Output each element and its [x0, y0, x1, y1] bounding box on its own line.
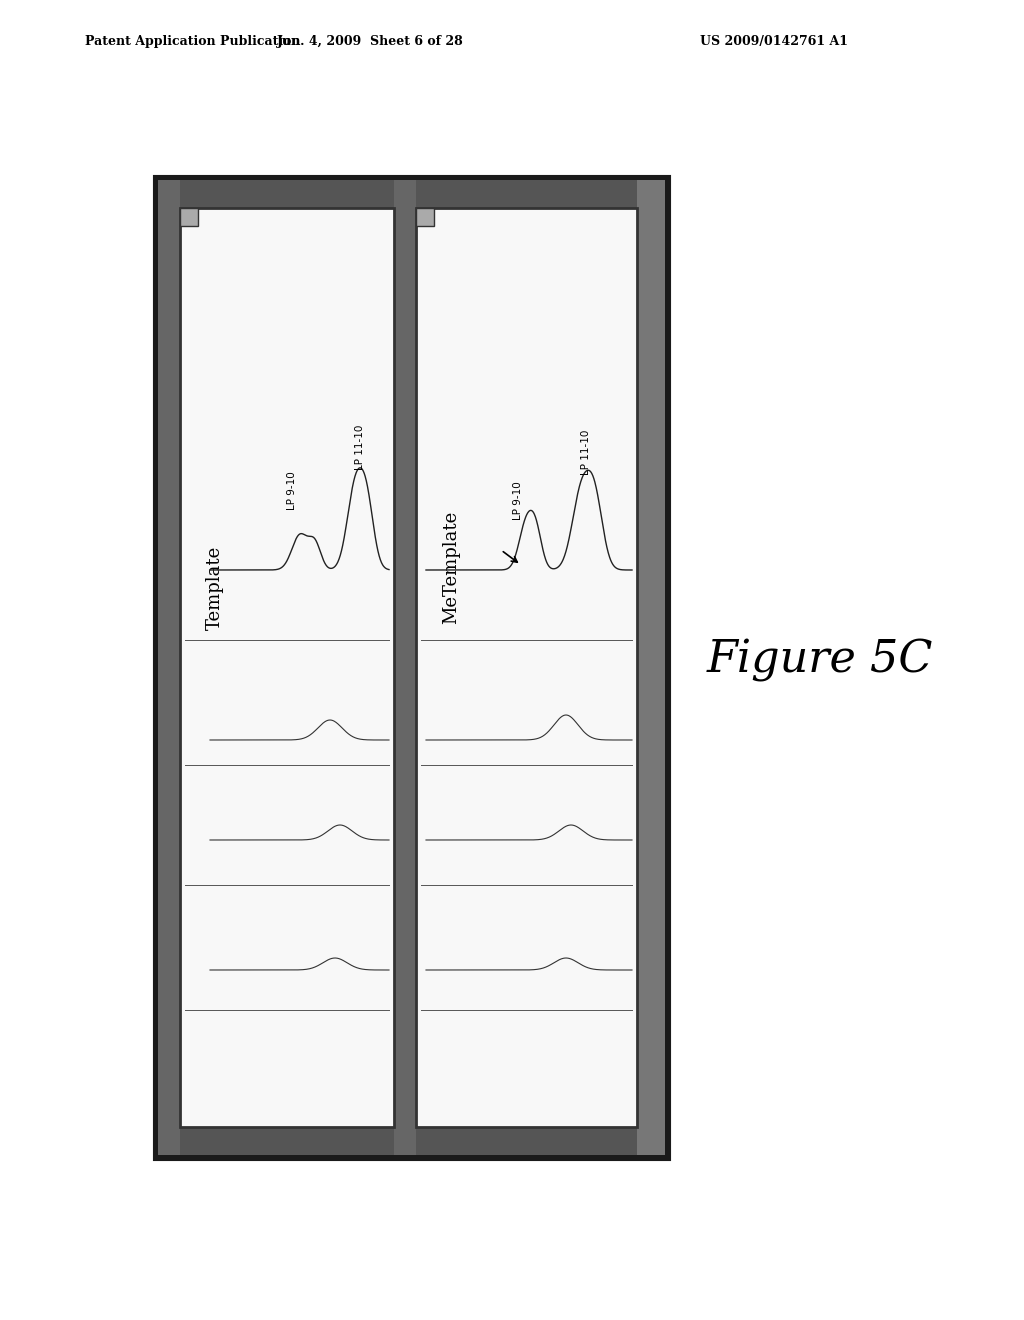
Bar: [158, 180, 180, 1155]
Text: Patent Application Publication: Patent Application Publication: [85, 36, 300, 49]
Bar: [416, 209, 434, 226]
Text: LP 9-10: LP 9-10: [513, 482, 523, 520]
Text: MeTemplate: MeTemplate: [442, 511, 460, 624]
Text: LP 11-10: LP 11-10: [581, 429, 591, 475]
Text: LP 11-10: LP 11-10: [355, 425, 365, 470]
Bar: [158, 1127, 665, 1155]
Bar: [416, 209, 637, 1127]
Text: LP 9-10: LP 9-10: [287, 471, 297, 510]
Text: Template: Template: [206, 545, 224, 630]
Text: US 2009/0142761 A1: US 2009/0142761 A1: [700, 36, 848, 49]
Text: Figure 5C: Figure 5C: [707, 639, 933, 681]
Bar: [158, 180, 665, 1155]
Text: Jun. 4, 2009  Sheet 6 of 28: Jun. 4, 2009 Sheet 6 of 28: [276, 36, 464, 49]
Bar: [158, 180, 665, 209]
Bar: [394, 180, 416, 1155]
Bar: [180, 209, 198, 226]
Bar: [637, 180, 665, 1155]
Bar: [180, 209, 394, 1127]
